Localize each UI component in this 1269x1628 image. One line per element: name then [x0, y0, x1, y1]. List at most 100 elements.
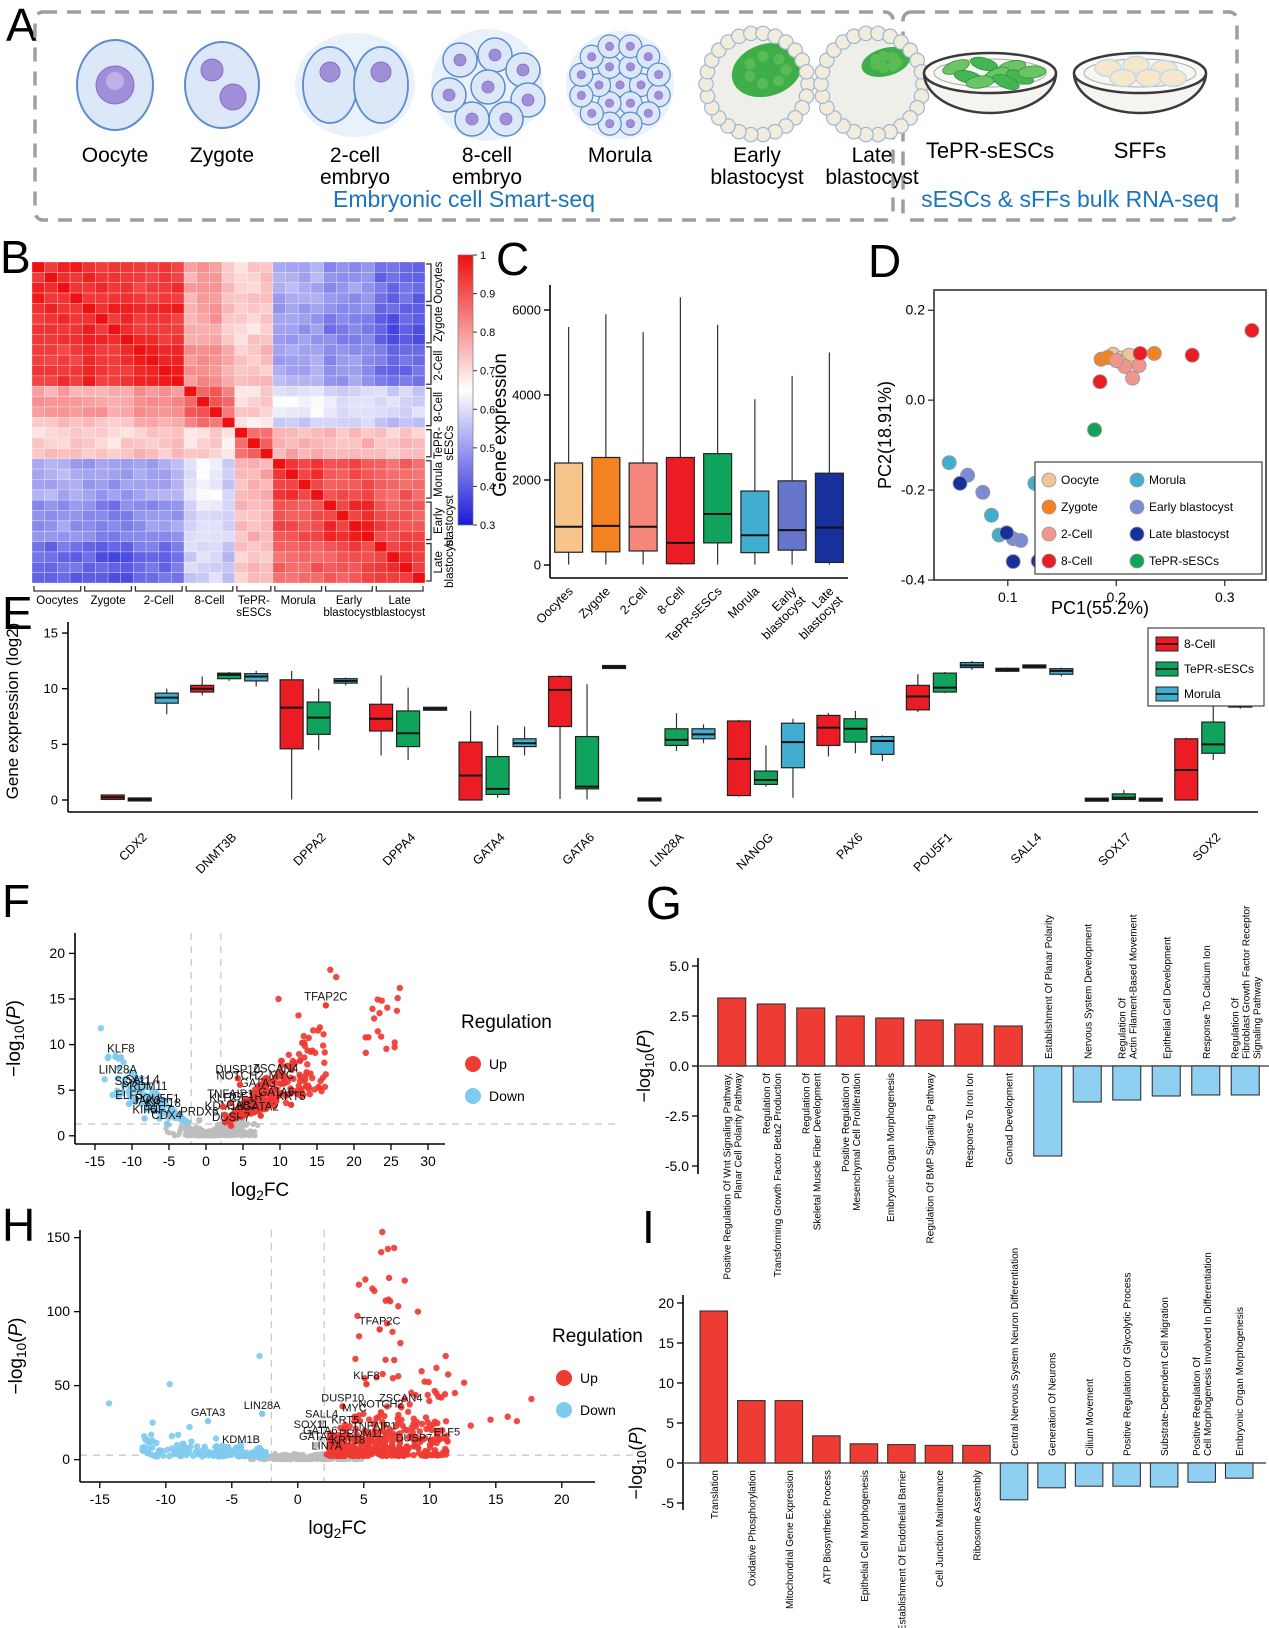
go-term-label: Ribosome Assembly: [973, 1470, 984, 1561]
e-gene-label: GATA6: [560, 830, 598, 868]
row-group-label: TePR-sESCs: [433, 425, 456, 460]
e-legend-label: Morula: [1184, 687, 1221, 701]
gene-label: DUSP10: [215, 1064, 260, 1076]
legend-title: Regulation: [461, 1012, 552, 1033]
dish-labels: TePR-sESCs SFFs: [926, 138, 1166, 163]
go-term-label: Epithelial Cell Development: [1162, 936, 1173, 1059]
go-term-label: Gonad Development: [1004, 1073, 1015, 1165]
stage-label: 2-cell embryo: [320, 144, 390, 189]
e-gene-label: DPPA4: [380, 830, 418, 868]
volcano-ytick: 100: [47, 1303, 71, 1319]
gene-label: DUSP10: [321, 1392, 364, 1404]
colorbar-tick: 0.4: [480, 481, 495, 493]
c-axes: 0 2000 4000 6000: [512, 285, 848, 579]
gene-label: PRDX6: [180, 1106, 218, 1118]
panel-g-go-bars: 5.0 2.5 0.0 -2.5 -5.0 −log10(P) Positive Regul…: [634, 905, 1269, 1280]
go-ytick: -5.0: [665, 1158, 689, 1174]
volcano-ytick: 5: [57, 1082, 65, 1098]
go-term-label: Establishment Of Endothelial Barrier: [897, 1469, 908, 1628]
d-legend-label: 8-Cell: [1061, 554, 1092, 568]
go-term-label: Positive Regulation Of Wnt Signaling Pat…: [722, 1073, 744, 1280]
d-legend-label: 2-Cell: [1061, 527, 1092, 541]
go-term-label: Positive Regulation OfCell Morphogenesis…: [1192, 1252, 1214, 1456]
go-ytick: 5: [666, 1415, 674, 1431]
gene-label: PRDM11: [339, 1428, 383, 1440]
go-ytick: 10: [658, 1375, 674, 1391]
early-blastocyst-icon: [698, 25, 816, 143]
gene-label: PRDM11: [122, 1081, 168, 1093]
go-term-label: Establishment Of Planar Polarity: [1044, 915, 1055, 1059]
panel-d-letter: D: [868, 235, 902, 287]
d-legend-label: Zygote: [1061, 500, 1098, 514]
oocyte-icon: [76, 39, 154, 131]
e-gene-label: DPPA2: [291, 830, 329, 868]
e-gene-label: LIN28A: [647, 830, 687, 870]
go-ytick: 2.5: [670, 1008, 690, 1024]
gene-label: GAB2: [226, 1100, 257, 1112]
gene-label: SALL4: [125, 1074, 160, 1086]
panel-f-volcano: -15 -10 -5 0 5 10 15 20 25 30 0 5 10 15 20 log2FC −log10…: [4, 933, 620, 1203]
volcano-xtick: 5: [239, 1153, 247, 1169]
panel-i-letter: I: [642, 1201, 655, 1253]
stage-label: Oocyte: [82, 144, 149, 167]
d-ytick: 0.2: [906, 302, 926, 318]
d-points: [941, 323, 1260, 570]
volcano-ylabel: −log10(P): [4, 1000, 27, 1077]
e-legend-label: 8-Cell: [1184, 637, 1215, 651]
col-group-label: Zygote: [90, 595, 125, 607]
gene-label: KRT5: [331, 1415, 359, 1427]
e-gene-label: DNMT3B: [193, 830, 239, 876]
e-legend-label: TePR-sESCs: [1184, 662, 1254, 676]
col-group-label: 2-Cell: [144, 595, 174, 607]
smartseq-caption: Embryonic cell Smart-seq: [332, 186, 596, 212]
go-term-label: Positive Regulation OfMesenchymal Cell P…: [841, 1073, 863, 1211]
go-term-label: Regulation OfFibroblast Growth Factor Re…: [1230, 905, 1263, 1059]
sffs-dish-icon: [1072, 51, 1208, 115]
dish-label: TePR-sESCs: [926, 138, 1054, 163]
volcano-xtick: -10: [122, 1153, 142, 1169]
stage-labels: Oocyte Zygote 2-cell embryo 8-cell embryo Moru…: [82, 144, 919, 189]
tepr-sescs-dish-icon: [922, 51, 1058, 115]
d-xlabel: PC1(55.2%): [1051, 598, 1149, 618]
c-ytick: 0: [534, 558, 541, 573]
eight-cell-icon: [431, 29, 546, 141]
gene-label: ZSCAN4: [379, 1392, 422, 1404]
stage-label: Late blastocyst: [825, 144, 919, 189]
smartseq-dashed-box: [33, 10, 895, 222]
go-ytick: 5.0: [670, 958, 690, 974]
go-term-label: Regulation OfActin Filament-Based Moveme…: [1117, 914, 1139, 1059]
go-ytick: -5: [662, 1495, 675, 1511]
e-legend: 8-Cell TePR-sESCs Morula: [1147, 627, 1265, 707]
col-group-label: Morula: [281, 595, 317, 607]
go-bars: [699, 1310, 1254, 1501]
panel-f-letter: F: [2, 875, 31, 927]
e-ylabel: Gene expression (log2): [3, 623, 22, 800]
colorbar-tick: 0.7: [480, 366, 495, 378]
go-term-label: Nervous System Development: [1083, 924, 1094, 1059]
gene-label: KRT5: [276, 1091, 305, 1103]
colorbar-tick: 0.3: [480, 520, 495, 532]
gene-label: CDX4: [151, 1110, 182, 1122]
volcano-ytick: 10: [49, 1036, 65, 1052]
gene-label: SOX11: [294, 1419, 329, 1431]
row-group-label: Morula: [433, 461, 445, 497]
gene-label: GATA6: [303, 1425, 337, 1437]
colorbar-tick: 0.6: [480, 404, 495, 416]
e-gene-label: CDX2: [116, 830, 150, 864]
panel-i-go-bars: 20 15 10 5 0 -5 −log10(P) Translation Oxidative …: [626, 1248, 1266, 1628]
gene-label: NOTCH2: [216, 1071, 263, 1083]
stage-label: Zygote: [190, 144, 254, 167]
bulk-rnaseq-caption: sESCs & sFFs bulk RNA-seq: [921, 186, 1219, 212]
gene-label: GATA3: [240, 1078, 276, 1090]
panel-b-heatmap: OocytesZygote2-Cell8-CellTePR-sESCsMorul…: [31, 250, 495, 619]
volcano-xtick: -5: [226, 1491, 239, 1507]
volcano-ytick: 20: [49, 945, 65, 961]
go-bar-labels: Translation Oxidative Phosphorylation Mito…: [710, 1248, 1246, 1628]
heatmap-colorbar: 1 0.9 0.8 0.7 0.6 0.5 0.4 0.3: [457, 250, 495, 532]
volcano-xtick: 20: [554, 1491, 570, 1507]
go-term-label: Response To Iron Ion: [965, 1073, 976, 1168]
d-ytick: -0.4: [901, 572, 925, 588]
c-boxes: [554, 297, 844, 565]
d-legend-label: Late blastocyst: [1149, 527, 1230, 541]
